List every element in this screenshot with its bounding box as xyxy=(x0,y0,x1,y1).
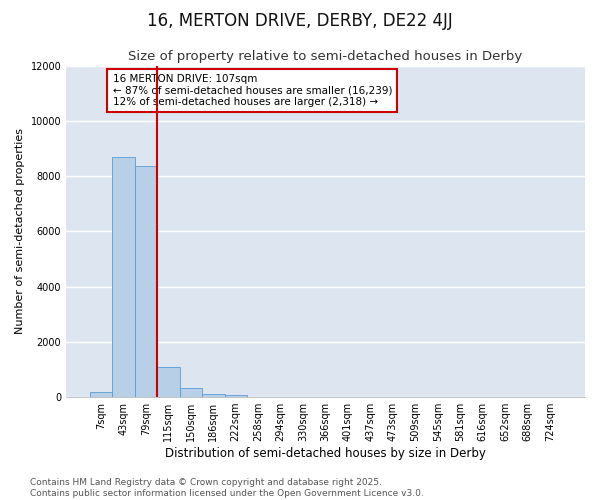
Bar xyxy=(112,156,134,397)
Bar xyxy=(134,166,157,397)
X-axis label: Distribution of semi-detached houses by size in Derby: Distribution of semi-detached houses by … xyxy=(165,447,486,460)
Bar xyxy=(224,395,247,397)
Text: 16, MERTON DRIVE, DERBY, DE22 4JJ: 16, MERTON DRIVE, DERBY, DE22 4JJ xyxy=(147,12,453,30)
Text: Contains HM Land Registry data © Crown copyright and database right 2025.
Contai: Contains HM Land Registry data © Crown c… xyxy=(30,478,424,498)
Bar xyxy=(90,392,112,397)
Y-axis label: Number of semi-detached properties: Number of semi-detached properties xyxy=(15,128,25,334)
Text: 16 MERTON DRIVE: 107sqm
← 87% of semi-detached houses are smaller (16,239)
12% o: 16 MERTON DRIVE: 107sqm ← 87% of semi-de… xyxy=(113,74,392,107)
Bar xyxy=(179,388,202,397)
Bar xyxy=(202,394,224,397)
Bar xyxy=(157,366,179,397)
Title: Size of property relative to semi-detached houses in Derby: Size of property relative to semi-detach… xyxy=(128,50,523,63)
